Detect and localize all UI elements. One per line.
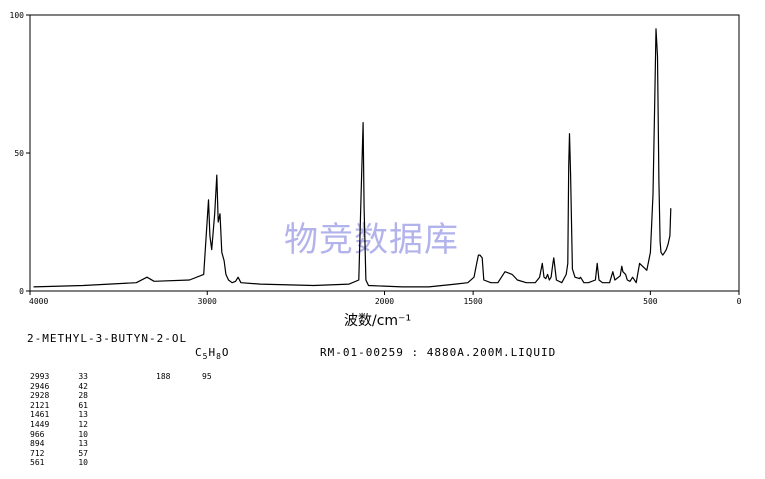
x-tick-label: 3000 xyxy=(198,297,217,306)
x-tick-label: 500 xyxy=(643,297,658,306)
peak-intensity: 42 xyxy=(78,381,88,391)
peak-table-extra-wavenumber: 188 xyxy=(156,372,171,381)
peak-intensity: 13 xyxy=(78,439,88,449)
peak-intensity: 13 xyxy=(78,410,88,420)
peak-wavenumber: 966 xyxy=(30,429,45,439)
peak-intensity: 10 xyxy=(78,429,88,439)
spectrum-reference: RM-01-00259 : 4880A.200M.LIQUID xyxy=(320,346,557,359)
peak-wavenumber: 894 xyxy=(30,439,45,449)
peak-row: 2993 33 xyxy=(30,372,88,382)
peak-row: 966 10 xyxy=(30,430,88,440)
peak-wavenumber: 2946 xyxy=(30,381,50,391)
formula-c: C xyxy=(195,346,203,359)
peak-wavenumber: 2928 xyxy=(30,391,50,401)
x-tick-label: 1500 xyxy=(463,297,482,306)
peak-table-extra-intensity: 95 xyxy=(202,372,212,381)
x-tick-label: 4000 xyxy=(29,297,48,306)
peak-intensity: 12 xyxy=(78,419,88,429)
peak-row: 2121 61 xyxy=(30,401,88,411)
peak-wavenumber: 712 xyxy=(30,448,45,458)
y-tick-label: 50 xyxy=(14,149,24,158)
peak-row: 1461 13 xyxy=(30,410,88,420)
peak-intensity: 10 xyxy=(78,458,88,468)
peak-intensity: 33 xyxy=(78,372,88,381)
axis-ticks: 4000 3000 2000 1500 500 0 0 50 100 xyxy=(10,11,742,306)
peak-row: 561 10 xyxy=(30,458,88,468)
peak-wavenumber: 2121 xyxy=(30,400,50,410)
spectrum-chart: 物竞数据库 4000 3000 2000 1500 500 0 0 50 100 波数/cm⁻¹ xyxy=(10,11,742,329)
peak-row: 712 57 xyxy=(30,449,88,459)
peak-wavenumber: 2993 xyxy=(30,372,50,381)
formula-o: O xyxy=(221,346,230,359)
formula-h: H xyxy=(208,346,217,359)
watermark: 物竞数据库 xyxy=(284,220,459,260)
peak-intensity: 57 xyxy=(78,448,88,458)
y-tick-label: 0 xyxy=(19,287,24,296)
spectrum-line xyxy=(33,28,672,288)
x-tick-label: 2000 xyxy=(375,297,394,306)
peak-row: 2928 28 xyxy=(30,391,88,401)
x-tick-label: 0 xyxy=(737,297,742,306)
molecular-formula: C5H8O xyxy=(195,346,230,361)
peak-wavenumber: 561 xyxy=(30,458,45,468)
peak-row: 894 13 xyxy=(30,439,88,449)
peak-row: 1449 12 xyxy=(30,420,88,430)
peak-intensity: 61 xyxy=(78,400,88,410)
peak-table: 2993 33 2946 42 2928 28 2121 61 1461 13 1449 12 966 1… xyxy=(30,372,88,468)
peak-wavenumber: 1449 xyxy=(30,419,50,429)
formula-c-count: 5 xyxy=(202,352,209,362)
formula-h-count: 8 xyxy=(216,352,222,362)
peak-wavenumber: 1461 xyxy=(30,410,50,420)
compound-name: 2-METHYL-3-BUTYN-2-OL xyxy=(27,332,188,345)
peak-intensity: 28 xyxy=(78,391,88,401)
y-tick-label: 100 xyxy=(10,11,25,20)
x-axis-label: 波数/cm⁻¹ xyxy=(344,313,411,329)
peak-row: 2946 42 xyxy=(30,382,88,392)
